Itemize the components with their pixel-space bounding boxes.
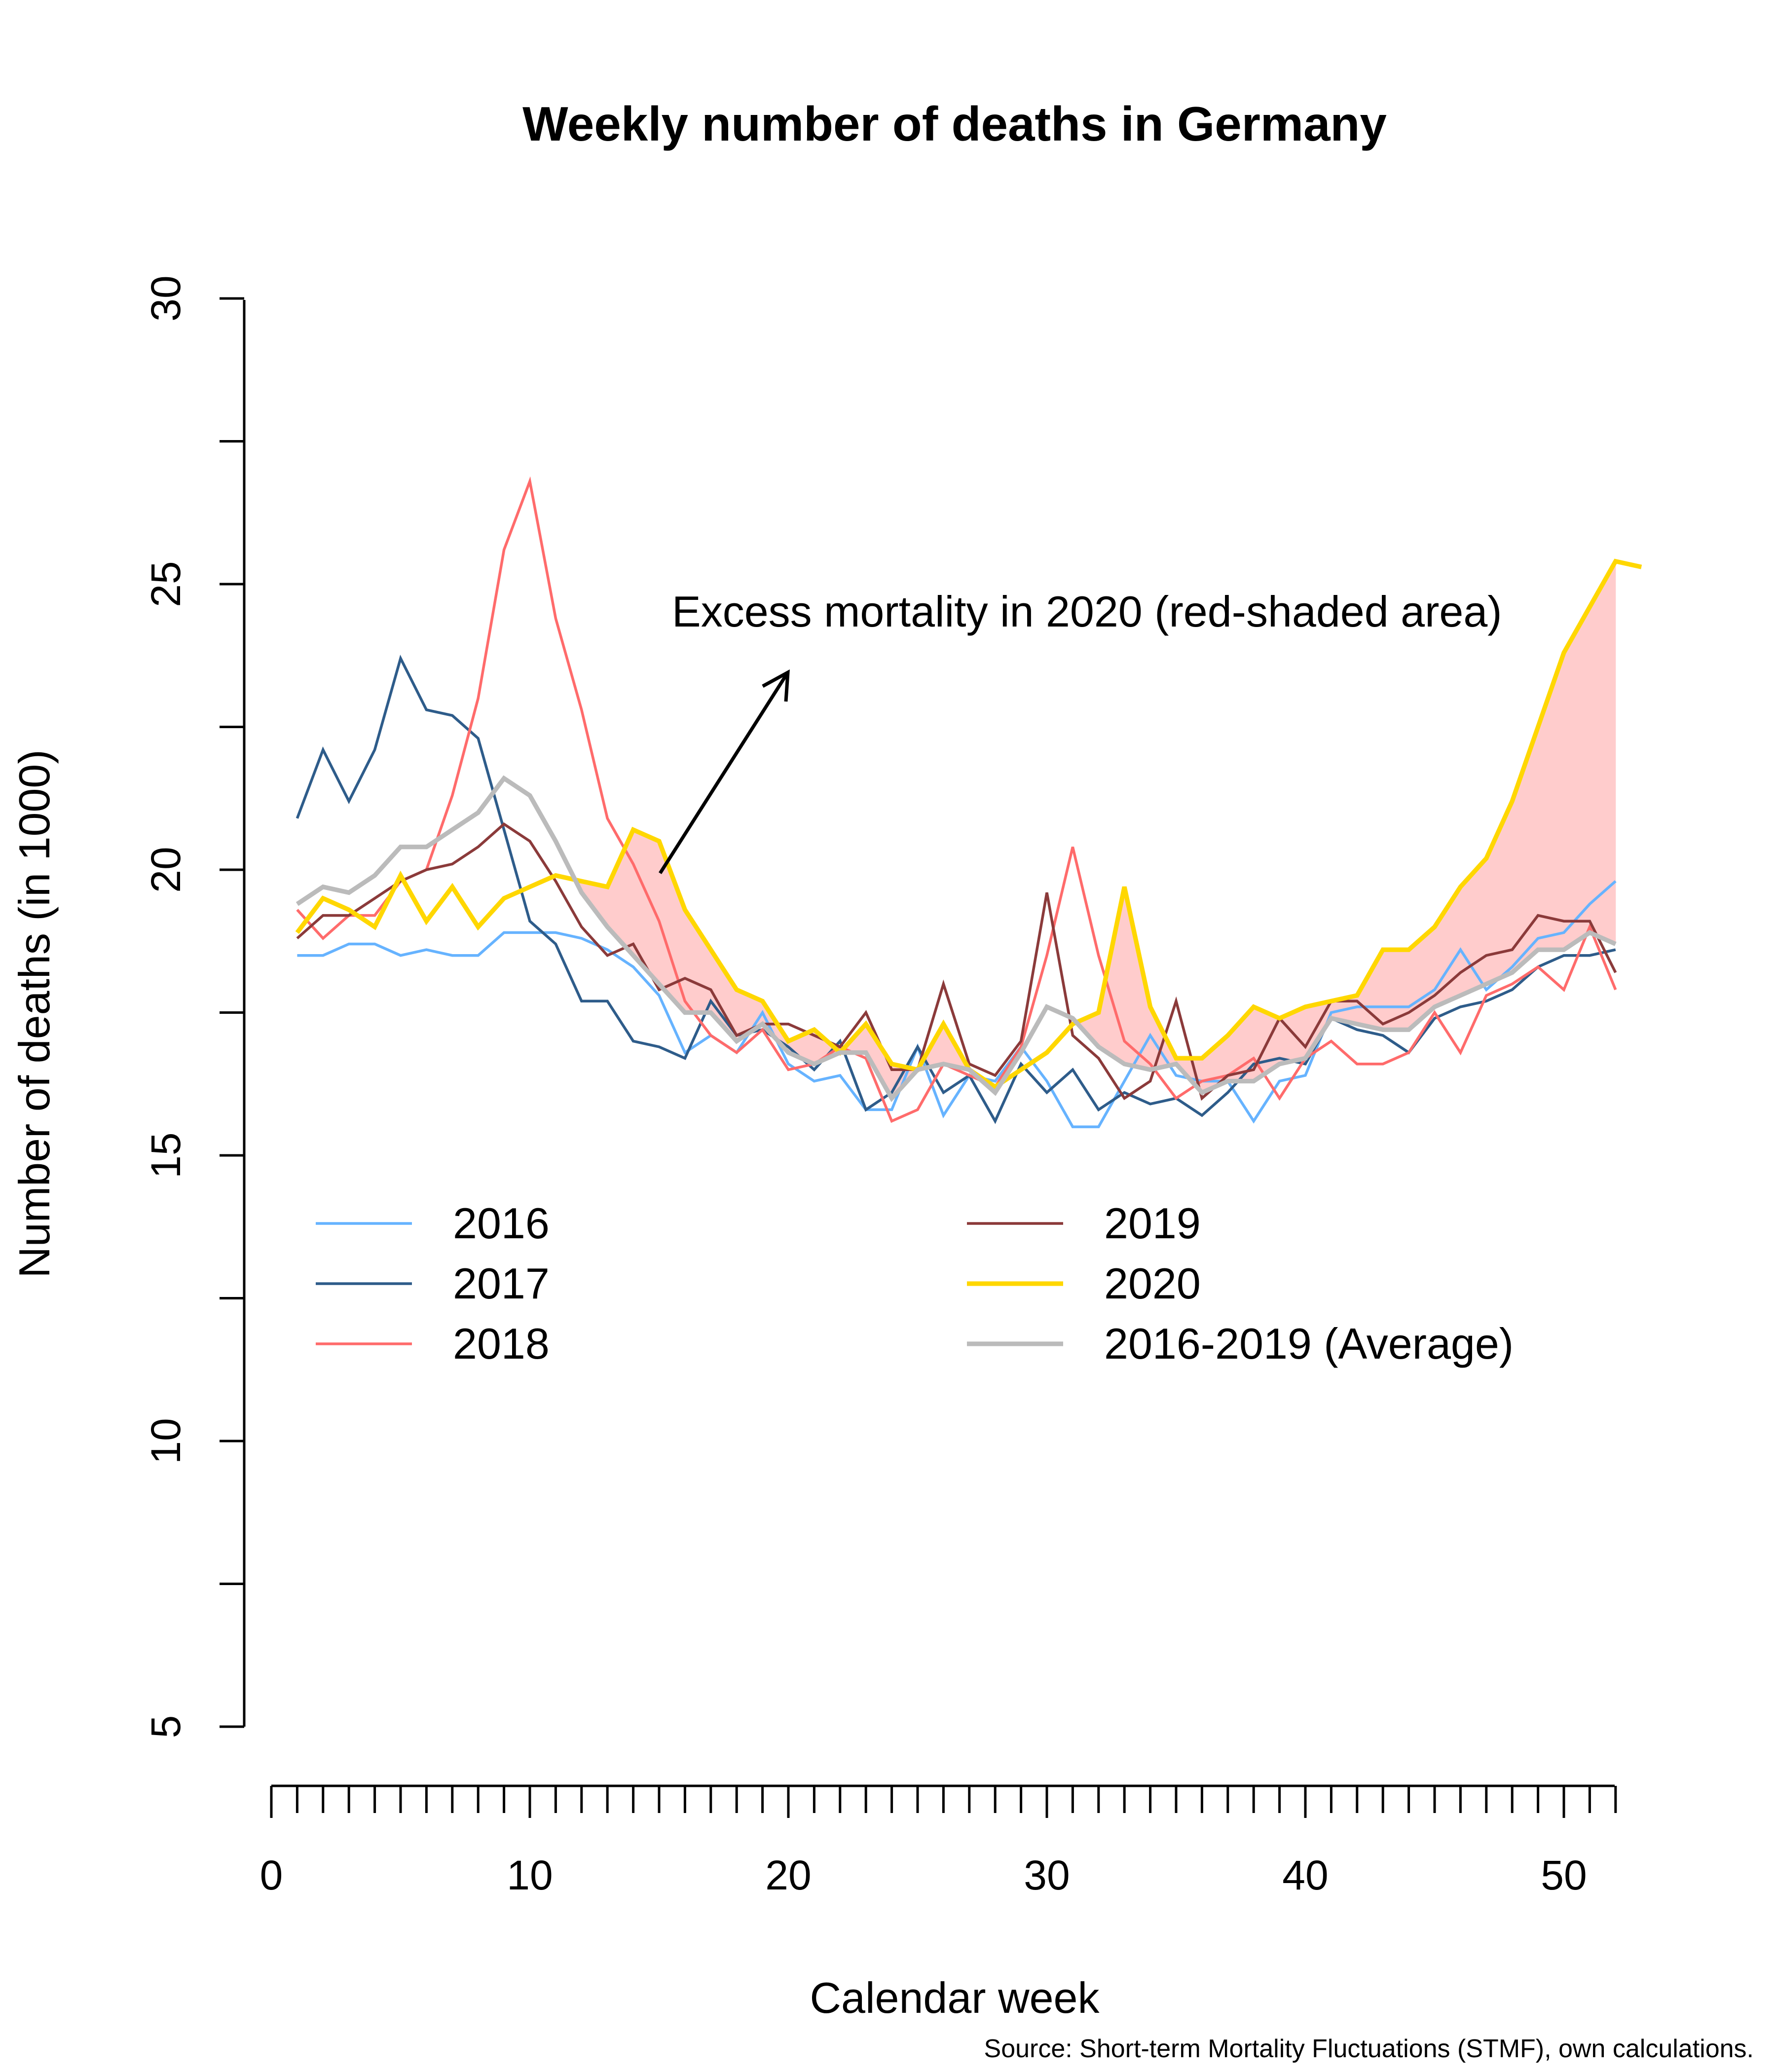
x-axis: 0 10 20 30 40 50: [260, 1784, 1617, 1898]
legend-label: 2017: [453, 1259, 550, 1308]
series-line-2019: [296, 822, 1617, 1101]
x-tick-label: 20: [765, 1852, 811, 1898]
y-tick-label: 20: [143, 847, 189, 892]
y-axis: 5 10 15 20 25 30: [143, 275, 246, 1739]
x-tick-label: 40: [1282, 1852, 1328, 1898]
y-tick-label: 10: [143, 1418, 189, 1464]
annotation-text: Excess mortality in 2020 (red-shaded are…: [672, 587, 1502, 636]
annotation-arrow: [659, 669, 790, 874]
chart-title: Weekly number of deaths in Germany: [522, 97, 1387, 151]
x-tick-label: 50: [1541, 1852, 1587, 1898]
legend-label: 2019: [1104, 1199, 1201, 1248]
x-tick-label: 30: [1024, 1852, 1070, 1898]
legend-label: 2020: [1104, 1259, 1201, 1308]
excess-shade: [1589, 560, 1616, 945]
series-line-2017: [296, 654, 1616, 1124]
y-axis-label: Number of deaths (in 1000): [10, 749, 59, 1278]
source-note: Source: Short-term Mortality Fluctuation…: [984, 2035, 1754, 2063]
x-axis-label: Calendar week: [810, 1973, 1100, 2022]
legend-label: 2016-2019 (Average): [1104, 1319, 1514, 1368]
series-line-2016: [297, 880, 1617, 1128]
excess-shade: [1563, 606, 1590, 951]
y-tick-label: 25: [143, 561, 189, 607]
legend-label: 2018: [453, 1319, 550, 1368]
series-lines: [295, 476, 1642, 1128]
y-tick-label: 5: [143, 1715, 189, 1739]
legend: 2016 2017 2018 2019 2020 2016-2019 (Average): [316, 1199, 1514, 1368]
y-tick-label: 30: [143, 275, 189, 321]
x-tick-label: 0: [260, 1852, 283, 1898]
legend-label: 2016: [453, 1199, 550, 1248]
series-line-2016-2019-average-: [296, 775, 1617, 1103]
y-tick-label: 15: [143, 1132, 189, 1178]
x-tick-label: 10: [507, 1852, 553, 1898]
series-line-2018: [296, 476, 1617, 1123]
